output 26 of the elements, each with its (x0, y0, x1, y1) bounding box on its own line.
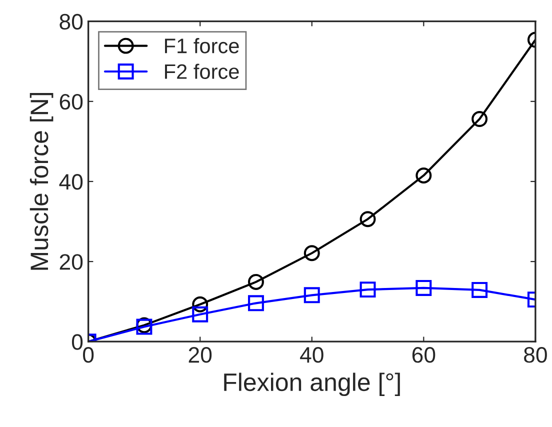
legend-label: F1 force (165, 38, 239, 54)
x-tick-label: 60 (412, 347, 436, 363)
x-tick-label: 40 (300, 347, 324, 363)
x-tick-label: 0 (83, 347, 94, 363)
x-tick-label: 80 (524, 347, 547, 363)
y-tick-label: 0 (72, 334, 83, 350)
y-tick-label: 60 (60, 94, 83, 110)
point (192, 306, 208, 322)
point (472, 282, 488, 298)
y-tick-label: 20 (60, 254, 83, 270)
legend-label: F2 force (165, 64, 239, 79)
point (416, 167, 432, 184)
y-tick-label: 80 (60, 14, 83, 30)
point (304, 245, 320, 262)
point (416, 280, 432, 296)
point (192, 296, 208, 312)
point (248, 274, 264, 290)
x-tick-label: 20 (188, 347, 212, 363)
point (248, 295, 264, 312)
point (360, 211, 376, 228)
x-axis-title: Flexion angle [°] (224, 372, 400, 396)
point (304, 287, 320, 304)
y-axis-title: Muscle force [N] (30, 92, 54, 270)
y-tick-label: 40 (59, 174, 83, 190)
point (472, 111, 488, 128)
point (360, 282, 376, 298)
